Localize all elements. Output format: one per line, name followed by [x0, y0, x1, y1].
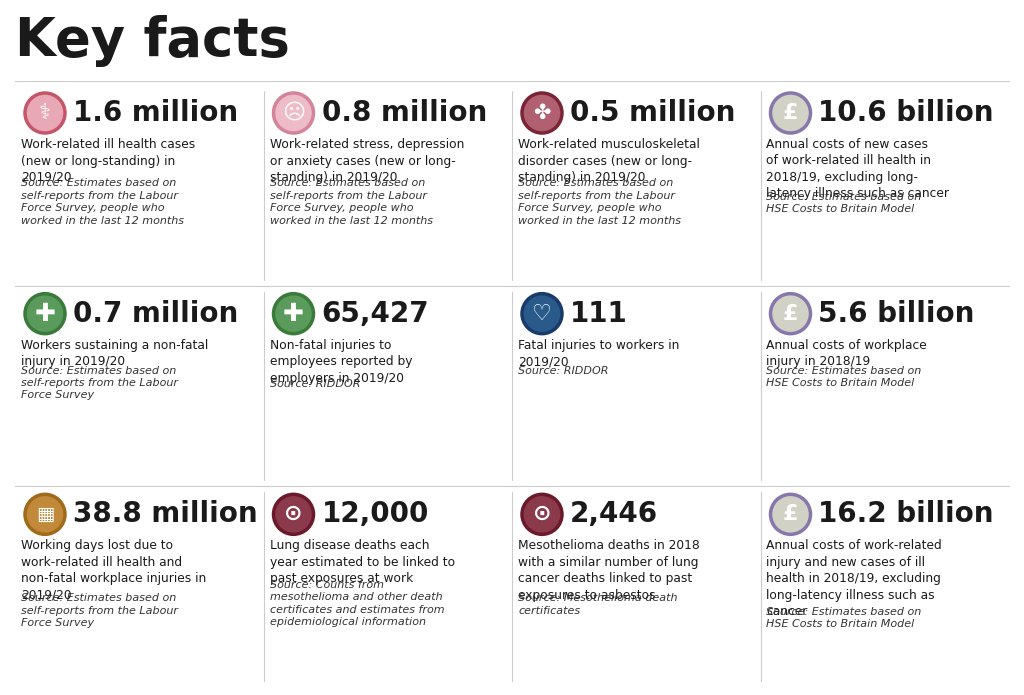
Text: 0.8 million: 0.8 million: [322, 99, 486, 127]
Text: Source: Estimates based on
HSE Costs to Britain Model: Source: Estimates based on HSE Costs to …: [767, 192, 922, 214]
Text: Source: Estimates based on
HSE Costs to Britain Model: Source: Estimates based on HSE Costs to …: [767, 366, 922, 388]
Text: 38.8 million: 38.8 million: [73, 500, 258, 528]
Text: £: £: [782, 505, 799, 524]
Text: 5.6 billion: 5.6 billion: [818, 300, 975, 327]
Text: ✚: ✚: [35, 302, 55, 326]
Text: £: £: [782, 304, 799, 324]
Text: Source: Estimates based on
self-reports from the Labour
Force Survey: Source: Estimates based on self-reports …: [22, 366, 178, 400]
Text: Source: Estimates based on
self-reports from the Labour
Force Survey, people who: Source: Estimates based on self-reports …: [518, 179, 681, 226]
Text: Source: Estimates based on
self-reports from the Labour
Force Survey, people who: Source: Estimates based on self-reports …: [22, 179, 184, 226]
Text: Source: Counts from
mesothelioma and other death
certificates and estimates from: Source: Counts from mesothelioma and oth…: [269, 580, 444, 627]
Circle shape: [25, 93, 65, 133]
Text: £: £: [782, 103, 799, 123]
Text: Annual costs of work-related
injury and new cases of ill
health in 2018/19, excl: Annual costs of work-related injury and …: [767, 539, 942, 619]
Circle shape: [770, 294, 811, 334]
Text: Source: RIDDOR: Source: RIDDOR: [269, 379, 360, 389]
Circle shape: [273, 93, 313, 133]
Text: ⚕: ⚕: [39, 103, 51, 123]
Text: Key facts: Key facts: [15, 15, 290, 67]
Text: Source: Estimates based on
HSE Costs to Britain Model: Source: Estimates based on HSE Costs to …: [767, 607, 922, 629]
Circle shape: [522, 294, 562, 334]
Text: Annual costs of workplace
injury in 2018/19: Annual costs of workplace injury in 2018…: [767, 338, 928, 368]
Text: 0.5 million: 0.5 million: [570, 99, 735, 127]
Text: 65,427: 65,427: [322, 300, 429, 327]
Text: 0.7 million: 0.7 million: [73, 300, 239, 327]
Text: ⊙: ⊙: [285, 505, 303, 524]
Text: ☹: ☹: [282, 103, 305, 123]
Text: ▦: ▦: [36, 505, 54, 524]
Text: ✚: ✚: [283, 302, 304, 326]
Text: Source: RIDDOR: Source: RIDDOR: [518, 366, 608, 376]
Text: Annual costs of new cases
of work-related ill health in
2018/19, excluding long-: Annual costs of new cases of work-relate…: [767, 138, 949, 200]
Text: Work-related stress, depression
or anxiety cases (new or long-
standing) in 2019: Work-related stress, depression or anxie…: [269, 138, 464, 184]
Text: Fatal injuries to workers in
2019/20: Fatal injuries to workers in 2019/20: [518, 338, 679, 368]
Text: Lung disease deaths each
year estimated to be linked to
past exposures at work: Lung disease deaths each year estimated …: [269, 539, 455, 585]
Text: Source: Estimates based on
self-reports from the Labour
Force Survey: Source: Estimates based on self-reports …: [22, 594, 178, 628]
Circle shape: [273, 294, 313, 334]
Text: Source: Estimates based on
self-reports from the Labour
Force Survey, people who: Source: Estimates based on self-reports …: [269, 179, 432, 226]
Circle shape: [522, 494, 562, 534]
Circle shape: [25, 294, 65, 334]
Text: Work-related musculoskeletal
disorder cases (new or long-
standing) in 2019/20: Work-related musculoskeletal disorder ca…: [518, 138, 699, 184]
Text: 12,000: 12,000: [322, 500, 429, 528]
Text: 111: 111: [570, 300, 628, 327]
Text: Workers sustaining a non-fatal
injury in 2019/20: Workers sustaining a non-fatal injury in…: [22, 338, 208, 368]
Circle shape: [273, 494, 313, 534]
Circle shape: [770, 93, 811, 133]
Text: 10.6 billion: 10.6 billion: [818, 99, 994, 127]
Text: ♡: ♡: [532, 304, 552, 324]
Circle shape: [25, 494, 65, 534]
Text: ⊙: ⊙: [532, 505, 551, 524]
Text: 1.6 million: 1.6 million: [73, 99, 239, 127]
Text: Working days lost due to
work-related ill health and
non-fatal workplace injurie: Working days lost due to work-related il…: [22, 539, 206, 602]
Circle shape: [522, 93, 562, 133]
Circle shape: [770, 494, 811, 534]
Text: Mesothelioma deaths in 2018
with a similar number of lung
cancer deaths linked t: Mesothelioma deaths in 2018 with a simil…: [518, 539, 699, 602]
Text: Source: Mesothelioma death
certificates: Source: Mesothelioma death certificates: [518, 594, 678, 616]
Text: 2,446: 2,446: [570, 500, 658, 528]
Text: Work-related ill health cases
(new or long-standing) in
2019/20: Work-related ill health cases (new or lo…: [22, 138, 196, 184]
Text: ✤: ✤: [534, 103, 551, 123]
Text: Non-fatal injuries to
employees reported by
employers in 2019/20: Non-fatal injuries to employees reported…: [269, 338, 412, 384]
Text: 16.2 billion: 16.2 billion: [818, 500, 994, 528]
